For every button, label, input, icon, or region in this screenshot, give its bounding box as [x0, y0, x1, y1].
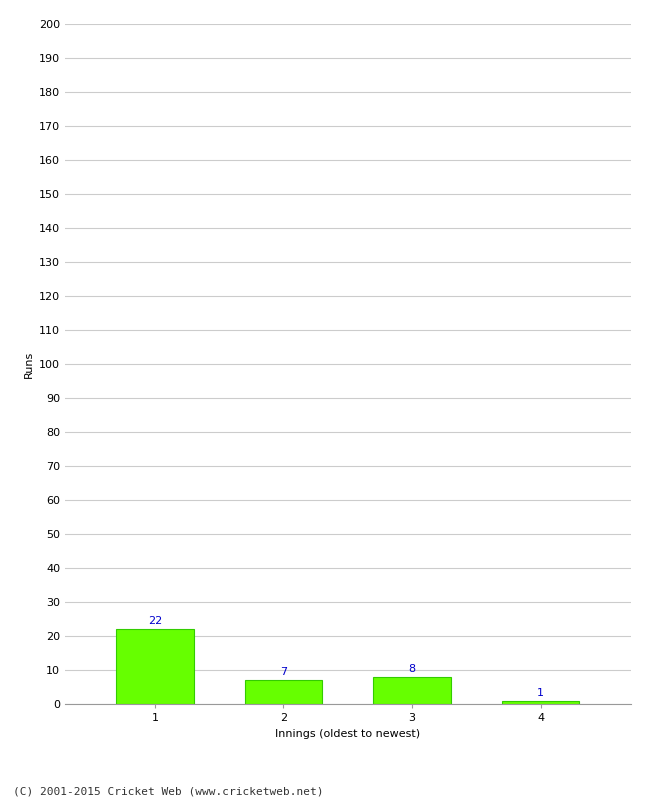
Bar — [116, 629, 194, 704]
Text: (C) 2001-2015 Cricket Web (www.cricketweb.net): (C) 2001-2015 Cricket Web (www.cricketwe… — [13, 786, 324, 796]
Y-axis label: Runs: Runs — [23, 350, 33, 378]
Text: 7: 7 — [280, 667, 287, 678]
Text: 22: 22 — [148, 617, 162, 626]
Bar — [502, 701, 579, 704]
Text: 1: 1 — [537, 688, 544, 698]
Bar — [374, 677, 450, 704]
Text: 8: 8 — [408, 664, 415, 674]
X-axis label: Innings (oldest to newest): Innings (oldest to newest) — [275, 729, 421, 738]
Bar — [245, 680, 322, 704]
